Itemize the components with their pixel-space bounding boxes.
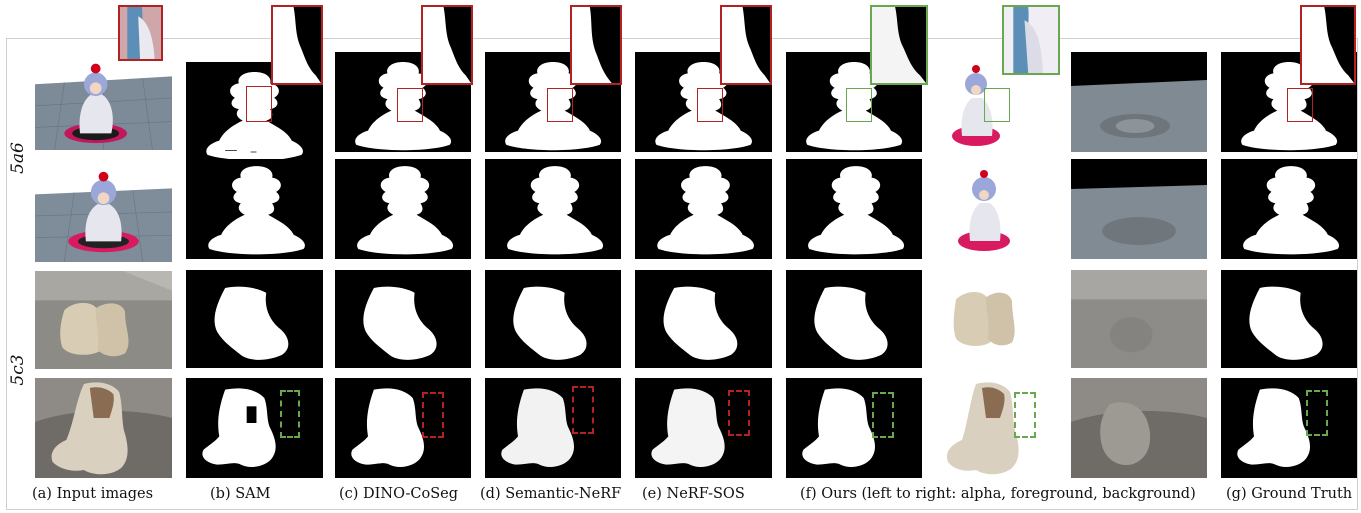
caption-semantic-nerf: (d) Semantic-NeRF xyxy=(480,486,622,502)
semantic-zoom-box xyxy=(547,88,573,122)
ours-foreground-5c3-view2 xyxy=(936,378,1056,478)
sam-mask-5c3-view1 xyxy=(186,270,323,368)
ours-alpha-5c3-view1 xyxy=(786,270,922,368)
gt-mask-5c3-view1 xyxy=(1221,270,1357,368)
ours-background-5a6-view1 xyxy=(1071,52,1207,152)
ours-alpha-5c3-view2 xyxy=(786,378,922,478)
sam-mask-5a6-view2 xyxy=(186,159,323,259)
ours-background-5c3-view2 xyxy=(1071,378,1207,478)
ours-zoom-box xyxy=(846,88,872,122)
dino-dashed-box xyxy=(422,392,444,438)
ours-zoom-inset xyxy=(870,5,928,85)
input-zoom-inset xyxy=(118,5,163,61)
input-image-5a6-view1 xyxy=(35,47,172,150)
ours-background-5a6-view2 xyxy=(1071,159,1207,259)
figure-frame xyxy=(6,38,1358,510)
row-label-5a6: 5a6 xyxy=(8,142,28,174)
input-image-5c3-view2 xyxy=(35,378,172,478)
caption-ground-truth: (g) Ground Truth xyxy=(1226,486,1353,502)
gt-mask-5a6-view2 xyxy=(1221,159,1357,259)
semantic-mask-5a6-view2 xyxy=(485,159,621,259)
semantic-mask-5c3-view2 xyxy=(485,378,621,478)
ours-foreground-dashed-box xyxy=(1014,392,1036,438)
dino-mask-5a6-view2 xyxy=(335,159,471,259)
caption-nerf-sos: (e) NeRF-SOS xyxy=(642,486,745,502)
nerfsos-mask-5a6-view2 xyxy=(635,159,772,259)
sam-zoom-inset xyxy=(271,5,323,85)
ours-foreground-5a6-view2 xyxy=(936,159,1056,259)
gt-mask-5c3-view2 xyxy=(1221,378,1357,478)
dino-mask-5c3-view2 xyxy=(335,378,471,478)
gt-zoom-inset xyxy=(1300,5,1356,85)
sam-dashed-box xyxy=(280,390,300,438)
ours-background-5c3-view1 xyxy=(1071,270,1207,368)
nerfsos-zoom-inset xyxy=(720,5,772,85)
sam-mask-5c3-view2 xyxy=(186,378,323,478)
semantic-zoom-inset xyxy=(570,5,622,85)
caption-ours: (f) Ours (left to right: alpha, foregrou… xyxy=(800,486,1196,502)
row-label-5c3: 5c3 xyxy=(8,354,28,386)
input-image-5c3-view1 xyxy=(35,271,172,369)
dino-zoom-inset xyxy=(421,5,473,85)
ours-foreground-zoom-box xyxy=(984,88,1010,122)
input-image-5a6-view2 xyxy=(35,159,172,262)
ours-foreground-zoom-inset xyxy=(1002,5,1060,75)
nerfsos-zoom-box xyxy=(697,88,723,122)
caption-sam: (b) SAM xyxy=(210,486,271,502)
semantic-dashed-box xyxy=(572,386,594,434)
ours-foreground-5c3-view1 xyxy=(936,270,1056,368)
nerfsos-dashed-box xyxy=(728,390,750,436)
dino-zoom-box xyxy=(397,88,423,122)
gt-dashed-box xyxy=(1306,390,1328,436)
caption-input-images: (a) Input images xyxy=(32,486,154,502)
nerfsos-mask-5c3-view2 xyxy=(635,378,772,478)
ours-dashed-box xyxy=(872,392,894,438)
gt-zoom-box xyxy=(1287,88,1313,122)
semantic-mask-5c3-view1 xyxy=(485,270,621,368)
dino-mask-5c3-view1 xyxy=(335,270,471,368)
nerfsos-mask-5c3-view1 xyxy=(635,270,772,368)
sam-zoom-box xyxy=(246,86,272,122)
caption-dino-coseg: (c) DINO-CoSeg xyxy=(339,486,459,502)
ours-alpha-5a6-view2 xyxy=(786,159,922,259)
